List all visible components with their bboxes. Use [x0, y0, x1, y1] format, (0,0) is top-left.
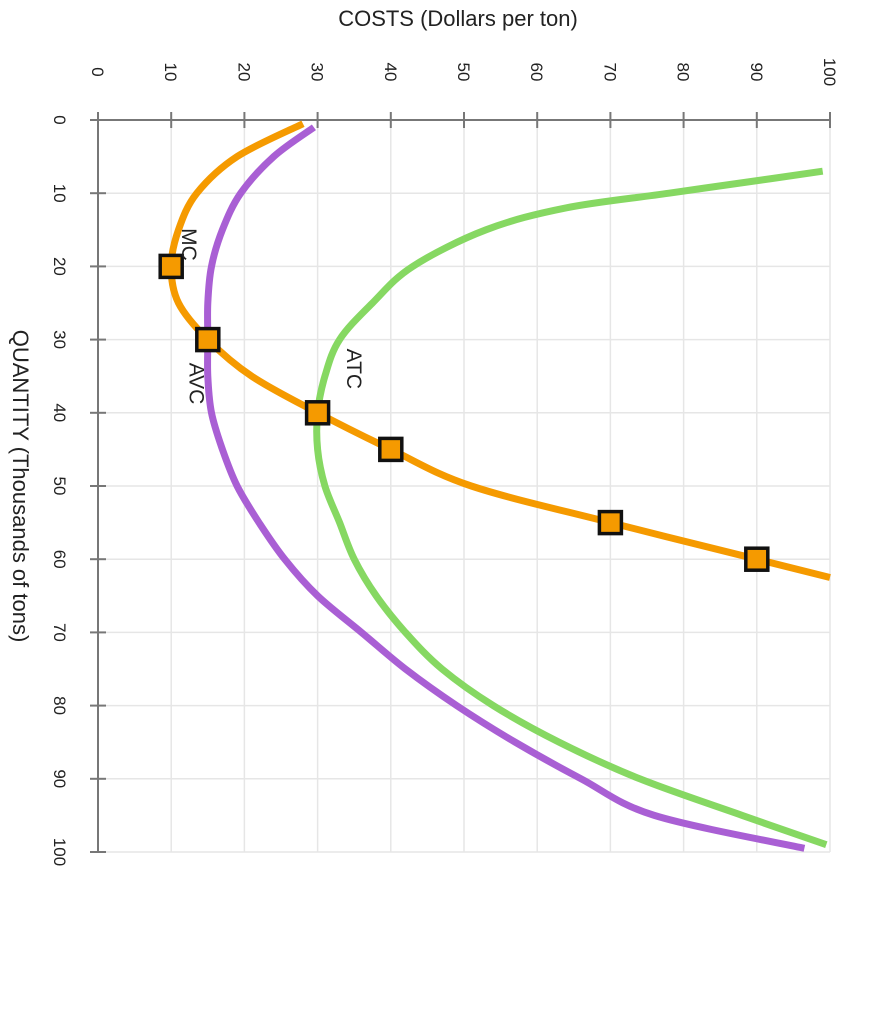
mc-point-5 — [597, 509, 624, 536]
mc-point-6 — [744, 546, 770, 572]
quantity-tick-label-10: 10 — [50, 184, 69, 203]
quantity-tick-label-60: 60 — [50, 550, 69, 569]
grid — [98, 120, 831, 853]
ticks: 0 10 20 30 40 50 60 70 80 90 100 0 10 20 30 40 50 60 70 80 9… — [50, 58, 839, 866]
cost-tick-label-20: 20 — [234, 63, 253, 82]
cost-tick-label-40: 40 — [381, 63, 400, 82]
quantity-axis-title: QUANTITY (Thousands of tons) — [8, 330, 33, 643]
cost-tick-label-100: 100 — [820, 58, 839, 86]
quantity-tick-label-40: 40 — [50, 403, 69, 422]
mc-point-1 — [158, 253, 184, 280]
labels: MC AVC ATC — [177, 228, 365, 404]
markers — [158, 253, 770, 572]
cost-tick-label-0: 0 — [88, 67, 107, 76]
cost-axis-title: COSTS (Dollars per ton) — [338, 6, 578, 31]
series-line-atc — [313, 167, 828, 849]
series-line-mc — [167, 120, 831, 581]
series-line-avc — [204, 124, 806, 852]
quantity-tick-label-80: 80 — [50, 696, 69, 715]
mc-point-3 — [304, 400, 331, 426]
cost-tick-label-90: 90 — [747, 63, 766, 82]
cost-tick-label-10: 10 — [161, 63, 180, 82]
series-label-mc: MC — [177, 228, 200, 261]
quantity-tick-label-20: 20 — [50, 257, 69, 276]
series-label-avc: AVC — [185, 363, 208, 405]
cost-tick-label-80: 80 — [674, 63, 693, 82]
mc-point-4 — [378, 436, 404, 463]
cost-tick-label-60: 60 — [527, 63, 546, 82]
cost-tick-label-70: 70 — [600, 63, 619, 82]
quantity-tick-label-70: 70 — [50, 623, 69, 642]
mc-point-2 — [195, 326, 221, 353]
cost-tick-label-30: 30 — [308, 63, 327, 82]
quantity-tick-label-100: 100 — [50, 838, 69, 866]
quantity-tick-label-90: 90 — [50, 769, 69, 788]
series-label-atc: ATC — [342, 349, 365, 389]
cost-tick-label-50: 50 — [454, 63, 473, 82]
quantity-tick-label-0: 0 — [50, 115, 69, 124]
quantity-tick-label-50: 50 — [50, 477, 69, 496]
quantity-tick-label-30: 30 — [50, 330, 69, 349]
